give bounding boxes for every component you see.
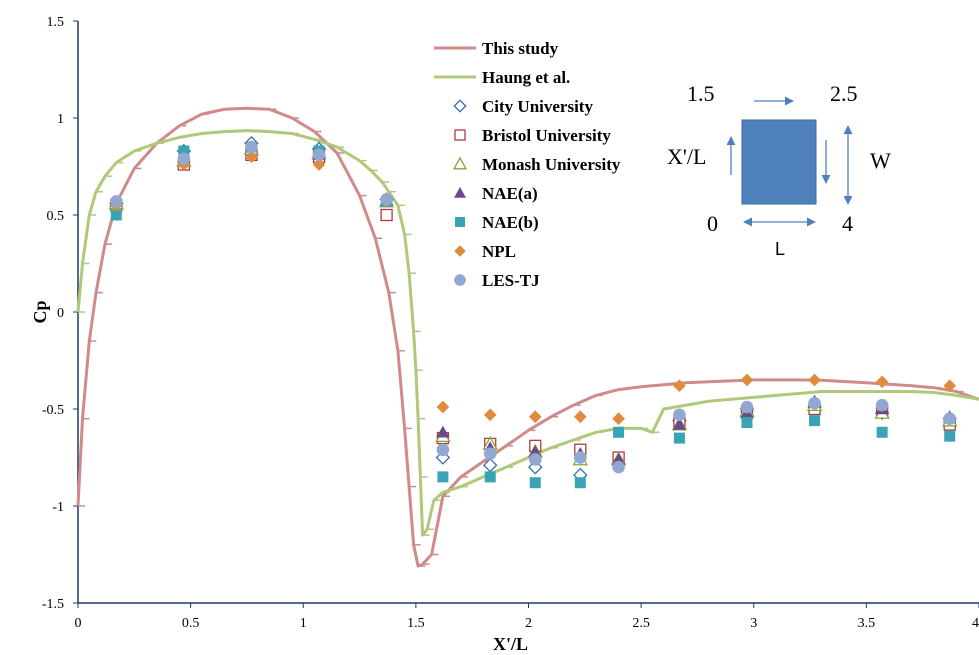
x-tick-label: 4 — [972, 616, 979, 631]
marker-nae-b — [613, 426, 625, 438]
marker-npl — [673, 379, 686, 393]
inset-square — [741, 119, 817, 205]
marker-npl — [943, 379, 957, 393]
marker-npl — [436, 400, 450, 414]
marker-les-tj — [312, 148, 326, 162]
legend-nae-b-label: NAE(b) — [482, 213, 539, 232]
x-tick-label: 0 — [75, 616, 82, 631]
legend-npl-label: NPL — [482, 242, 516, 261]
marker-npl — [528, 410, 542, 424]
marker-bristol-university — [380, 208, 393, 222]
y-tick-label: 0 — [57, 306, 64, 321]
y-tick-label: 1.5 — [47, 15, 65, 30]
marker-npl — [740, 373, 754, 387]
marker-nae-b — [944, 430, 956, 442]
inset-label-right: W — [870, 148, 891, 173]
marker-les-tj — [483, 447, 497, 460]
legend-city-university-label: City University — [482, 97, 593, 116]
line-series — [76, 106, 979, 568]
marker-les-tj — [528, 453, 542, 466]
x-tick-label: 1 — [300, 616, 307, 631]
marker-nae-a — [672, 417, 687, 430]
y-tick-label: -1.5 — [42, 597, 64, 612]
y-tick-label: 0.5 — [47, 209, 65, 224]
marker-nae-b — [110, 209, 122, 221]
inset-label-bottom: L — [775, 239, 785, 259]
legend-nae-a-swatch — [454, 187, 466, 198]
marker-nae-b — [809, 415, 821, 427]
axes: -1.5 -1 -0.5 0 0.5 1 1.5 0 0.5 1 1.5 2 2.5 3 3.5 4 X'/L C… — [30, 15, 979, 654]
marker-nae-b — [876, 426, 888, 438]
x-tick-label: 2 — [525, 616, 532, 631]
legend-bristol-university-swatch — [454, 129, 466, 141]
x-tick-label: 3.5 — [858, 616, 876, 631]
marker-les-tj — [808, 396, 821, 410]
legend-bristol-university-label: Bristol University — [482, 126, 611, 145]
marker-npl — [245, 150, 258, 164]
marker-nae-b — [178, 145, 190, 157]
x-axis-title: X'/L — [493, 634, 528, 654]
marker-nae-a — [612, 452, 626, 465]
y-tick-label: 1 — [57, 112, 64, 127]
legend-monash-university-swatch — [452, 156, 468, 170]
line-this-study — [76, 106, 979, 568]
marker-series — [108, 135, 958, 489]
inset-diagram: 1.5 2.5 X'/L W 0 4 L — [667, 81, 891, 259]
marker-nae-b — [529, 477, 541, 489]
marker-les-tj — [177, 152, 191, 166]
marker-les-tj — [943, 412, 957, 426]
inset-label-bottom-left: 0 — [707, 211, 718, 236]
legend-this-study-label: This study — [482, 39, 559, 58]
marker-nae-a — [436, 425, 450, 438]
marker-les-tj — [612, 460, 625, 474]
marker-les-tj — [245, 140, 258, 154]
legend-les-tj-swatch — [454, 274, 466, 286]
marker-nae-b — [673, 432, 685, 444]
x-tick-label: 1.5 — [407, 616, 425, 631]
marker-npl — [808, 373, 821, 387]
y-axis-title: Cp — [30, 300, 50, 323]
marker-les-tj — [875, 398, 889, 412]
marker-nae-b — [437, 471, 449, 483]
legend-les-tj-label: LES-TJ — [482, 271, 540, 290]
legend-npl-swatch — [454, 245, 466, 257]
marker-npl — [612, 412, 625, 426]
marker-nae-a — [528, 445, 542, 457]
legend-nae-a-label: NAE(a) — [482, 184, 538, 203]
x-tick-label: 3 — [750, 616, 757, 631]
y-tick-label: -0.5 — [42, 403, 64, 418]
inset-label-top-right: 2.5 — [830, 81, 858, 106]
legend-haung-et-al-label: Haung et al. — [482, 68, 570, 87]
marker-city-university — [528, 459, 543, 475]
marker-les-tj — [574, 451, 587, 464]
y-tick-label: -1 — [52, 500, 64, 515]
marker-les-tj — [109, 195, 123, 208]
legend-nae-b-swatch — [455, 217, 465, 227]
marker-npl — [573, 410, 587, 424]
marker-nae-b — [741, 417, 753, 429]
legend: This study Haung et al. City University Bri… — [434, 39, 621, 290]
marker-npl — [483, 408, 497, 422]
marker-nae-b — [484, 471, 496, 483]
x-tick-label: 2.5 — [632, 616, 650, 631]
inset-label-top-left: 1.5 — [687, 81, 715, 106]
x-tick-label: 0.5 — [182, 616, 200, 631]
marker-les-tj — [436, 443, 450, 457]
marker-les-tj — [673, 408, 686, 422]
inset-label-bottom-right: 4 — [842, 211, 853, 236]
marker-npl — [312, 158, 326, 171]
legend-city-university-swatch — [453, 99, 467, 113]
marker-les-tj — [380, 193, 393, 206]
marker-nae-b — [574, 477, 586, 489]
legend-monash-university-label: Monash University — [482, 155, 621, 174]
inset-label-left: X'/L — [667, 144, 706, 169]
marker-les-tj — [740, 400, 754, 414]
marker-npl — [875, 375, 889, 389]
